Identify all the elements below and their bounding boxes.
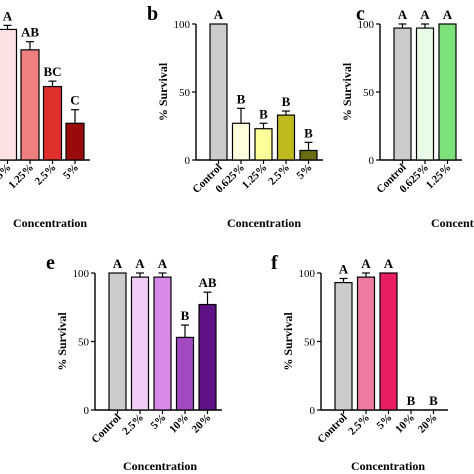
x-tick-label: 5% <box>374 412 394 432</box>
y-tick-label: 50 <box>363 87 375 99</box>
significance-letter: C <box>70 93 79 108</box>
significance-letter: B <box>181 308 190 323</box>
significance-letter: A <box>113 256 123 271</box>
y-tick-label: 0 <box>369 155 375 167</box>
x-axis-label: Concentration <box>123 459 197 473</box>
x-axis-label: Concentration <box>227 216 301 230</box>
panel-letter: b <box>147 3 158 25</box>
bar <box>153 276 172 411</box>
panel-letter: e <box>46 252 55 274</box>
significance-letter: A <box>361 256 371 271</box>
x-tick-label: Control <box>89 412 123 446</box>
significance-letter: B <box>282 94 291 109</box>
bar <box>65 122 85 161</box>
y-tick-label: 100 <box>358 19 375 31</box>
significance-letter: A <box>443 7 453 22</box>
significance-letter: A <box>135 256 145 271</box>
panel-a: AA0.625%AB1.25%BC2.5%C5%Concentration <box>0 8 90 230</box>
x-tick-label: 1.25% <box>240 162 270 192</box>
significance-letter: B <box>304 125 313 140</box>
significance-letter: A <box>158 256 168 271</box>
bar <box>209 23 228 161</box>
x-axis-label: Concentration <box>351 459 425 473</box>
bar <box>415 27 435 161</box>
significance-letter: A <box>398 7 408 22</box>
x-axis-label: Concentration <box>431 216 474 230</box>
significance-letter: AB <box>198 275 216 290</box>
y-axis-label: % Survival <box>55 312 69 371</box>
x-tick-label: 5% <box>148 412 168 432</box>
significance-letter: B <box>407 393 416 408</box>
significance-letter: A <box>384 256 394 271</box>
bar <box>42 85 63 161</box>
x-axis-label: Concentration <box>13 216 87 230</box>
significance-letter: B <box>237 91 246 106</box>
x-tick-label: 20% <box>190 412 214 436</box>
x-tick-label: 20% <box>416 412 440 436</box>
y-tick-label: 100 <box>299 268 316 280</box>
significance-letter: A <box>3 8 13 23</box>
significance-letter: A <box>214 7 224 22</box>
x-tick-label: 10% <box>393 412 417 436</box>
y-tick-label: 0 <box>310 405 316 417</box>
y-tick-label: 50 <box>304 337 316 349</box>
y-tick-label: 50 <box>78 337 90 349</box>
bar <box>198 303 217 411</box>
bar <box>0 28 18 161</box>
significance-letter: B <box>429 393 438 408</box>
x-tick-label: 1.25% <box>424 162 454 192</box>
significance-letter: AB <box>21 25 39 40</box>
bar <box>231 122 251 161</box>
x-tick-label: 2.5% <box>33 162 59 188</box>
bar <box>20 49 40 161</box>
x-tick-label: 2.5% <box>120 412 146 438</box>
bar <box>130 276 150 411</box>
bar <box>299 149 318 161</box>
y-tick-label: 50 <box>179 87 191 99</box>
bar <box>175 336 195 411</box>
bar <box>379 272 398 411</box>
bar <box>356 276 376 411</box>
y-tick-label: 0 <box>84 405 90 417</box>
x-tick-label: 5% <box>294 162 314 182</box>
y-tick-label: 100 <box>73 268 90 280</box>
bar <box>438 23 457 161</box>
panel-letter: c <box>356 3 365 25</box>
x-tick-label: Control <box>315 412 349 446</box>
significance-letter: BC <box>43 64 61 79</box>
bar <box>108 272 127 411</box>
panel-e: e 0 50 100 % Survival A Control A 2.5% A 5% B 10% AB 2… <box>46 252 222 473</box>
panel-letter: f <box>271 252 278 274</box>
y-tick-label: 100 <box>174 19 191 31</box>
bar <box>276 114 296 161</box>
y-axis-label: % Survival <box>340 62 354 121</box>
significance-letter: B <box>259 106 268 121</box>
x-tick-label: 2.5% <box>346 412 372 438</box>
significance-letter: A <box>339 261 349 276</box>
bar <box>334 281 353 411</box>
y-axis-label: % Survival <box>281 312 295 371</box>
bar <box>254 128 273 161</box>
y-tick-label: 0 <box>185 155 191 167</box>
x-tick-label: 5% <box>61 162 81 182</box>
x-tick-label: 2.5% <box>266 162 292 188</box>
x-tick-label: 1.25% <box>6 162 36 192</box>
y-axis-label: % Survival <box>156 62 170 121</box>
bar <box>393 27 412 161</box>
significance-letter: A <box>420 7 430 22</box>
x-tick-label: 10% <box>167 412 191 436</box>
